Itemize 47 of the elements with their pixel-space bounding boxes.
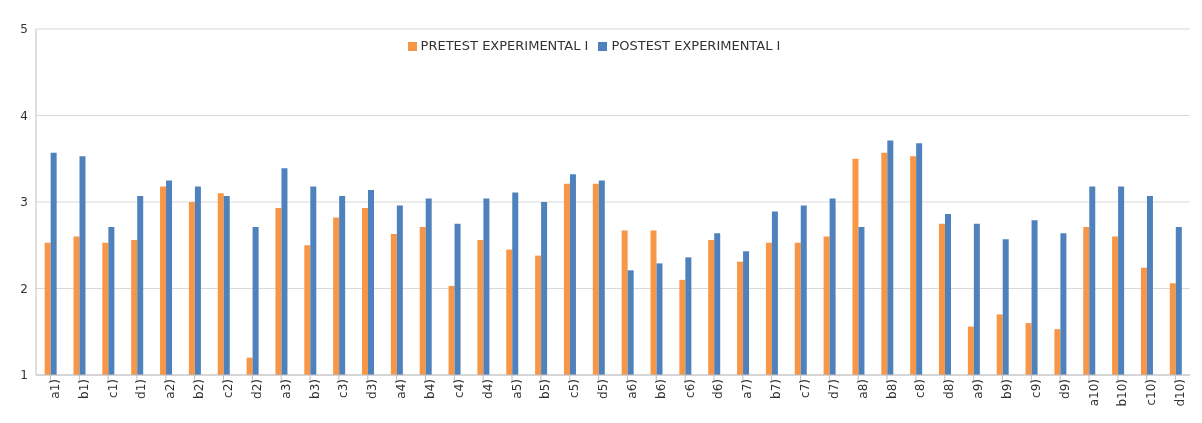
x-tick-label: c9) [1028, 379, 1043, 398]
x-tick-label: a1) [47, 379, 62, 399]
x-tick-label: c1) [105, 379, 120, 398]
x-tick-label: b1) [76, 379, 91, 399]
y-tick-label: 4 [20, 108, 28, 123]
x-tick-label: c6) [682, 379, 697, 398]
x-tick-label: c10) [1144, 379, 1159, 406]
y-tick-label: 3 [20, 195, 28, 210]
x-tick-label: d10) [1173, 379, 1188, 407]
y-tick-label: 5 [20, 22, 28, 37]
x-tick-label: b7) [769, 379, 784, 399]
x-tick-label: b2) [192, 379, 207, 399]
x-tick-label: d1) [134, 379, 149, 399]
x-tick-label: c3) [336, 379, 351, 398]
x-tick-label: d6) [711, 379, 726, 399]
x-tick-label: a7) [740, 379, 755, 399]
x-tick-label: d5) [596, 379, 611, 399]
x-tick-label: d8) [942, 379, 957, 399]
x-tick-label: b5) [538, 379, 553, 399]
x-tick-label: d4) [480, 379, 495, 399]
x-tick-label: b8) [884, 379, 899, 399]
x-tick-label: a9) [971, 379, 986, 399]
x-tick-label: b10) [1115, 379, 1130, 407]
x-tick-label: b4) [422, 379, 437, 399]
x-tick-label: a8) [855, 379, 870, 399]
x-tick-label: c7) [798, 379, 813, 398]
x-tick-label: c4) [451, 379, 466, 398]
x-tick-label: d2) [249, 379, 264, 399]
legend-label: PRETEST EXPERIMENTAL I [420, 38, 589, 53]
x-tick-label: d3) [365, 379, 380, 399]
x-tick-label: b9) [999, 379, 1014, 399]
x-tick-label: c2) [221, 379, 236, 398]
x-tick-label: a2) [163, 379, 178, 399]
y-tick-label: 1 [20, 368, 28, 383]
x-tick-label: d7) [826, 379, 841, 399]
x-tick-label: a4) [394, 379, 409, 399]
x-tick-label: c5) [567, 379, 582, 398]
x-tick-label: c8) [913, 379, 928, 398]
x-tick-label: a5) [509, 379, 524, 399]
x-tick-label: b3) [307, 379, 322, 399]
x-tick-label: a3) [278, 379, 293, 399]
y-tick-label: 2 [20, 281, 28, 296]
x-tick-label: b6) [653, 379, 668, 399]
legend-label: POSTEST EXPERIMENTAL I [611, 38, 781, 53]
x-tick-label: d9) [1057, 379, 1072, 399]
x-tick-label: a6) [624, 379, 639, 399]
x-tick-label: a10) [1086, 379, 1101, 407]
